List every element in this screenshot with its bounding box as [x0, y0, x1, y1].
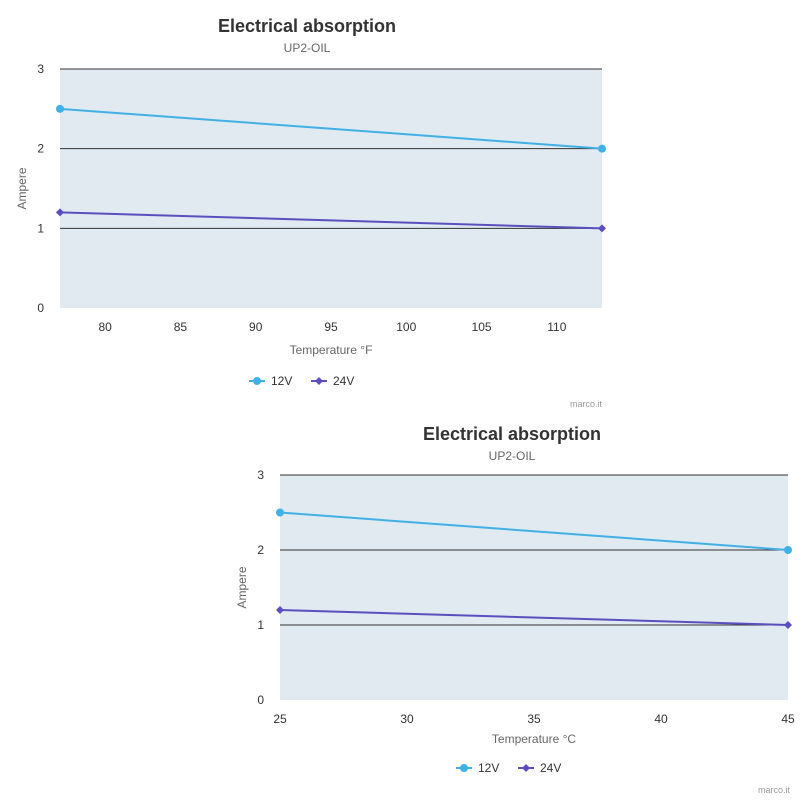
y-tick-label: 3: [37, 62, 44, 76]
legend-item-24V[interactable]: 24V: [518, 761, 561, 775]
series-12V: [276, 508, 792, 554]
x-tick-label: 30: [400, 712, 414, 726]
data-point: [56, 208, 64, 217]
data-point: [276, 606, 284, 614]
chart-0: Electrical absorption UP2-OIL 0 1 2 3 80 85 90 95…: [15, 16, 606, 409]
y-tick-label: 0: [257, 693, 264, 707]
data-point: [56, 104, 64, 113]
data-point: [598, 144, 606, 153]
x-axis-title: Temperature °C: [492, 732, 576, 746]
y-tick-label: 0: [37, 301, 44, 315]
data-point: [784, 546, 792, 554]
x-tick-label: 25: [273, 712, 287, 726]
y-axis-title: Ampere: [235, 566, 249, 608]
legend-item-12V[interactable]: 12V: [249, 374, 292, 388]
x-axis-title: Temperature °F: [290, 343, 373, 357]
chart-subtitle: UP2-OIL: [489, 449, 536, 463]
legend-item-24V[interactable]: 24V: [311, 374, 354, 388]
x-tick-label: 85: [174, 320, 188, 334]
x-tick-label: 90: [249, 320, 263, 334]
legend-marker: [460, 764, 468, 772]
legend: 12V 24V: [456, 761, 561, 775]
series-line: [279, 511, 789, 551]
x-tick-label: 45: [781, 712, 795, 726]
y-tick-label: 3: [257, 468, 264, 482]
series-line: [59, 211, 603, 230]
plot-background: [280, 475, 788, 700]
legend-marker: [522, 764, 530, 772]
legend-label: 12V: [271, 374, 292, 388]
data-point: [276, 508, 284, 517]
x-tick-label: 80: [98, 320, 112, 334]
legend-label: 24V: [333, 374, 354, 388]
y-tick-label: 2: [257, 543, 264, 557]
legend-marker: [253, 377, 261, 385]
y-axis-title: Ampere: [15, 167, 29, 209]
plot-background: [60, 69, 602, 308]
x-tick-label: 105: [472, 320, 492, 334]
series-24V: [276, 606, 792, 629]
series-line: [59, 107, 603, 150]
x-tick-label: 35: [527, 712, 541, 726]
credit-link[interactable]: marco.it: [570, 399, 603, 409]
legend-marker: [315, 377, 323, 385]
chart-title: Electrical absorption: [218, 16, 396, 36]
chart-title: Electrical absorption: [423, 424, 601, 444]
legend-label: 24V: [540, 761, 561, 775]
legend-item-12V[interactable]: 12V: [456, 761, 499, 775]
x-tick-label: 100: [396, 320, 416, 334]
chart-subtitle: UP2-OIL: [284, 41, 331, 55]
series-line: [279, 609, 789, 626]
credit-link[interactable]: marco.it: [758, 785, 791, 795]
legend: 12V 24V: [249, 374, 354, 388]
y-tick-label: 1: [37, 221, 44, 235]
chart-1: Electrical absorption UP2-OIL 0 1 2 3 25 30 35 40…: [235, 424, 795, 795]
x-tick-label: 110: [547, 320, 566, 334]
x-tick-label: 95: [324, 320, 338, 334]
series-24V: [56, 208, 606, 233]
y-tick-label: 2: [37, 142, 44, 156]
y-tick-label: 1: [257, 618, 264, 632]
x-tick-label: 40: [654, 712, 668, 726]
legend-label: 12V: [478, 761, 499, 775]
data-point: [598, 224, 606, 233]
data-point: [784, 621, 792, 629]
series-12V: [56, 104, 606, 153]
